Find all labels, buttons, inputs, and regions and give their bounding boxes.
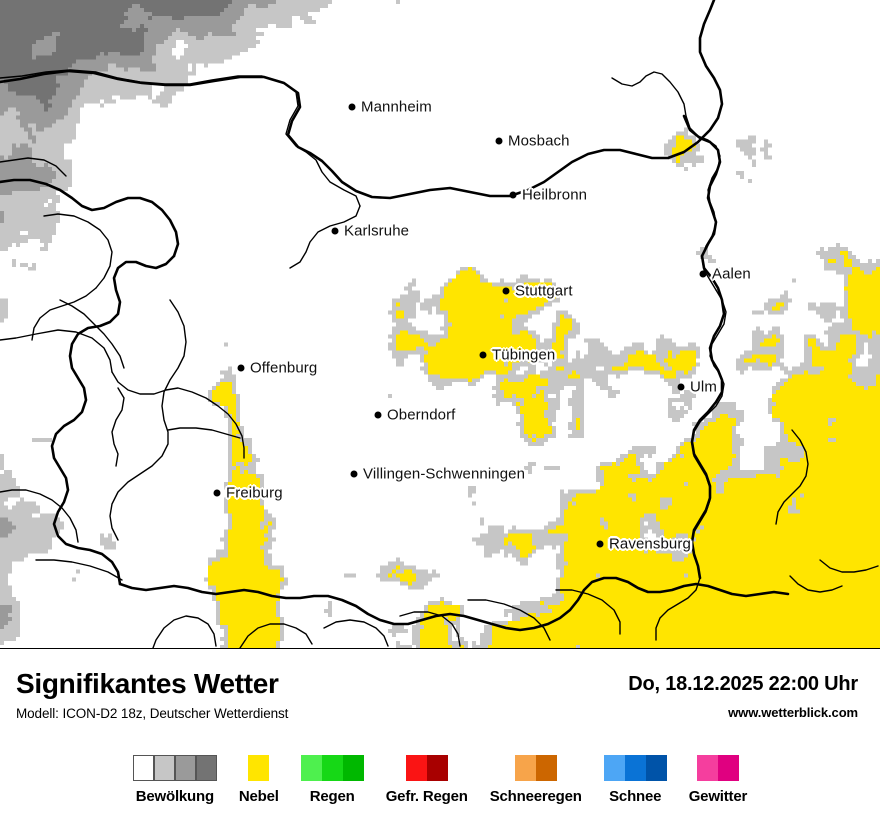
city-label: Ulm — [690, 378, 717, 396]
city-label: Ravensburg — [609, 535, 691, 553]
legend-swatch-row — [603, 755, 667, 781]
city-label: Stuttgart — [515, 282, 573, 300]
city-dot-icon — [213, 489, 221, 497]
legend-item-gewitter: Gewitter — [689, 755, 747, 805]
city-label: Tübingen — [492, 346, 556, 364]
legend-swatch — [174, 755, 196, 781]
legend-swatch — [132, 755, 154, 781]
city-label: Aalen — [712, 265, 751, 283]
city-label: Mannheim — [361, 98, 432, 116]
legend-label: Schnee — [609, 788, 662, 805]
city-dot-icon — [677, 383, 685, 391]
city-dot-icon — [596, 540, 604, 548]
legend-item-schneeregen: Schneeregen — [490, 755, 582, 805]
legend-item-bew-lkung: Bewölkung — [132, 755, 217, 805]
legend-label: Regen — [309, 788, 355, 805]
legend-swatch — [603, 755, 625, 781]
city-label: Villingen-Schwenningen — [363, 465, 526, 483]
legend-item-gefr-regen: Gefr. Regen — [386, 755, 468, 805]
city-dot-icon — [237, 364, 245, 372]
footer-panel: Signifikantes Wetter Modell: ICON-D2 18z… — [0, 651, 880, 830]
valid-time-label: Do, 18.12.2025 22:00 Uhr — [628, 673, 858, 695]
legend-swatch-row — [696, 755, 739, 781]
city-dot-icon — [331, 227, 339, 235]
legend-label: Nebel — [238, 788, 279, 805]
city-label: Heilbronn — [522, 186, 588, 204]
city-dot-icon — [374, 411, 382, 419]
legend-swatch — [153, 755, 175, 781]
site-url-label: www.wetterblick.com — [728, 705, 858, 720]
legend-swatch-row — [248, 755, 270, 781]
weather-map[interactable]: Mannheim Mosbach Heilbronn Karlsruhe Aalen St… — [0, 0, 880, 649]
legend-label: Schneeregen — [489, 788, 582, 805]
city-label: Karlsruhe — [344, 222, 410, 240]
city-dot-icon — [495, 137, 503, 145]
legend-swatch-row — [300, 755, 364, 781]
city-label: Freiburg — [226, 484, 283, 502]
legend-swatch — [535, 755, 557, 781]
legend-swatch — [645, 755, 667, 781]
legend-swatch — [300, 755, 322, 781]
city-label: Oberndorf — [387, 406, 456, 424]
city-label: Mosbach — [508, 132, 570, 150]
legend-label: Bewölkung — [135, 788, 214, 805]
legend-swatch — [717, 755, 739, 781]
city-dot-icon — [509, 191, 517, 199]
city-dot-icon — [350, 470, 358, 478]
legend-swatch — [696, 755, 718, 781]
meta-block: Do, 18.12.2025 22:00 Uhr www.wetterblick… — [628, 673, 858, 720]
legend-swatch-row — [514, 755, 557, 781]
legend-swatch — [195, 755, 217, 781]
city-dot-icon — [348, 103, 356, 111]
city-dot-icon — [502, 287, 510, 295]
legend-swatch — [405, 755, 427, 781]
national-borders — [0, 0, 790, 632]
legend-swatch — [624, 755, 646, 781]
legend-swatch — [248, 755, 270, 781]
legend-label: Gewitter — [688, 788, 748, 805]
title-block: Signifikantes Wetter Modell: ICON-D2 18z… — [16, 668, 289, 722]
legend-swatch-row — [132, 755, 217, 781]
legend-item-regen: Regen — [300, 755, 364, 805]
legend-item-nebel: Nebel — [239, 755, 279, 805]
city-label: Offenburg — [250, 359, 318, 377]
map-bottom-divider — [0, 648, 880, 649]
legend-item-schnee: Schnee — [603, 755, 667, 805]
legend-swatch — [342, 755, 364, 781]
legend-swatch — [514, 755, 536, 781]
political-borders-layer — [0, 0, 879, 649]
model-subtitle: Modell: ICON-D2 18z, Deutscher Wetterdie… — [16, 706, 289, 721]
page-title: Signifikantes Wetter — [16, 668, 279, 699]
weather-legend: Bewölkung Nebel Regen Gefr. Regen Schneerege… — [0, 755, 880, 805]
significant-weather-raster-layer — [0, 0, 880, 649]
city-dot-icon — [699, 270, 707, 278]
legend-swatch — [321, 755, 343, 781]
legend-swatch — [426, 755, 448, 781]
city-labels-layer: Mannheim Mosbach Heilbronn Karlsruhe Aalen St… — [213, 98, 751, 553]
city-dot-icon — [479, 351, 487, 359]
legend-label: Gefr. Regen — [385, 788, 468, 805]
legend-swatch-row — [405, 755, 448, 781]
